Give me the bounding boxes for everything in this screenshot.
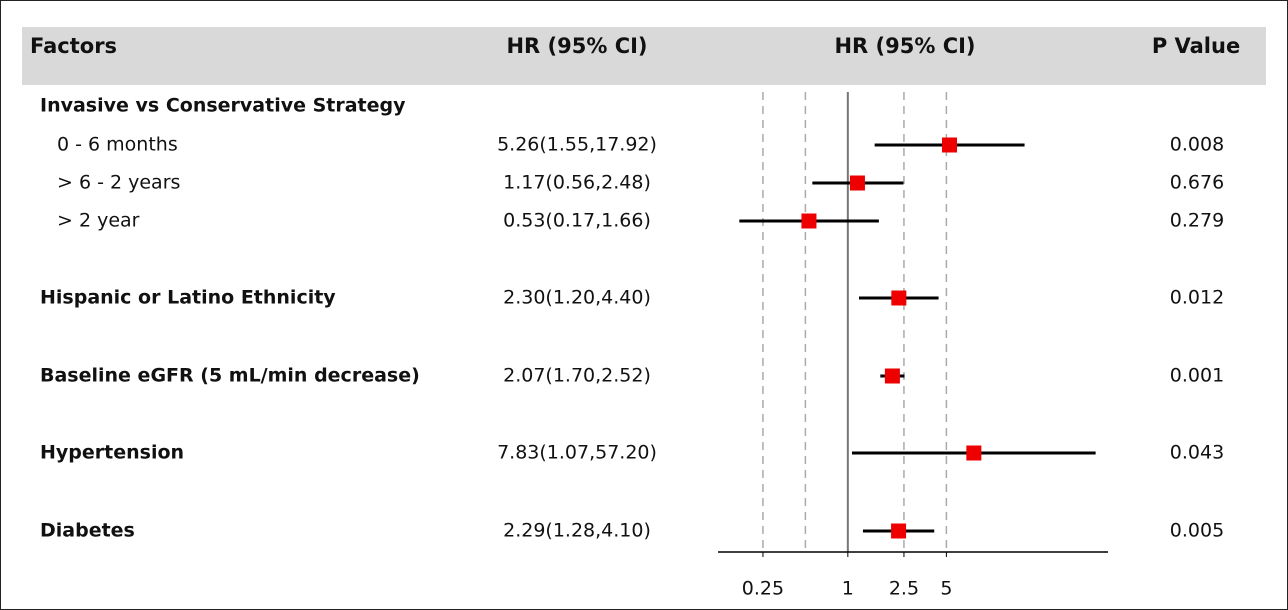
p-value: 0.005 (1170, 520, 1224, 542)
hr-marker (849, 175, 865, 191)
ci-text: 1.17(0.56,2.48) (503, 172, 651, 194)
row-label: Invasive vs Conservative Strategy (40, 95, 406, 117)
p-value: 0.279 (1170, 210, 1224, 232)
ci-text: 5.26(1.55,17.92) (497, 134, 657, 156)
row-label: 0 - 6 months (57, 134, 178, 156)
header: HR (95% CI) (506, 34, 647, 58)
header: Factors (30, 34, 117, 58)
hr-marker (941, 137, 957, 153)
hr-marker (884, 368, 900, 384)
p-value: 0.012 (1170, 287, 1224, 309)
header-band (22, 27, 1266, 85)
row-label: Hispanic or Latino Ethnicity (40, 287, 336, 309)
row-label: Diabetes (40, 520, 135, 542)
hr-marker (891, 523, 907, 539)
row-label: Hypertension (40, 442, 184, 464)
ci-text: 2.07(1.70,2.52) (503, 365, 651, 387)
x-tick-label: 5 (940, 578, 952, 600)
ci-text: 7.83(1.07,57.20) (497, 442, 657, 464)
row-label: Baseline eGFR (5 mL/min decrease) (40, 365, 420, 387)
hr-marker (891, 290, 907, 306)
row-label: > 6 - 2 years (57, 172, 180, 194)
p-value: 0.043 (1170, 442, 1224, 464)
hr-marker (966, 445, 982, 461)
hr-marker (801, 213, 817, 229)
header: P Value (1152, 34, 1240, 58)
p-value: 0.676 (1170, 172, 1224, 194)
x-tick-label: 0.25 (742, 578, 784, 600)
x-tick-label: 2.5 (889, 578, 919, 600)
ci-text: 0.53(0.17,1.66) (503, 210, 651, 232)
header: HR (95% CI) (834, 34, 975, 58)
p-value: 0.001 (1170, 365, 1224, 387)
p-value: 0.008 (1170, 134, 1224, 156)
x-tick-label: 1 (842, 578, 854, 600)
ci-text: 2.29(1.28,4.10) (503, 520, 651, 542)
ci-text: 2.30(1.20,4.40) (503, 287, 651, 309)
row-label: > 2 year (57, 210, 140, 232)
